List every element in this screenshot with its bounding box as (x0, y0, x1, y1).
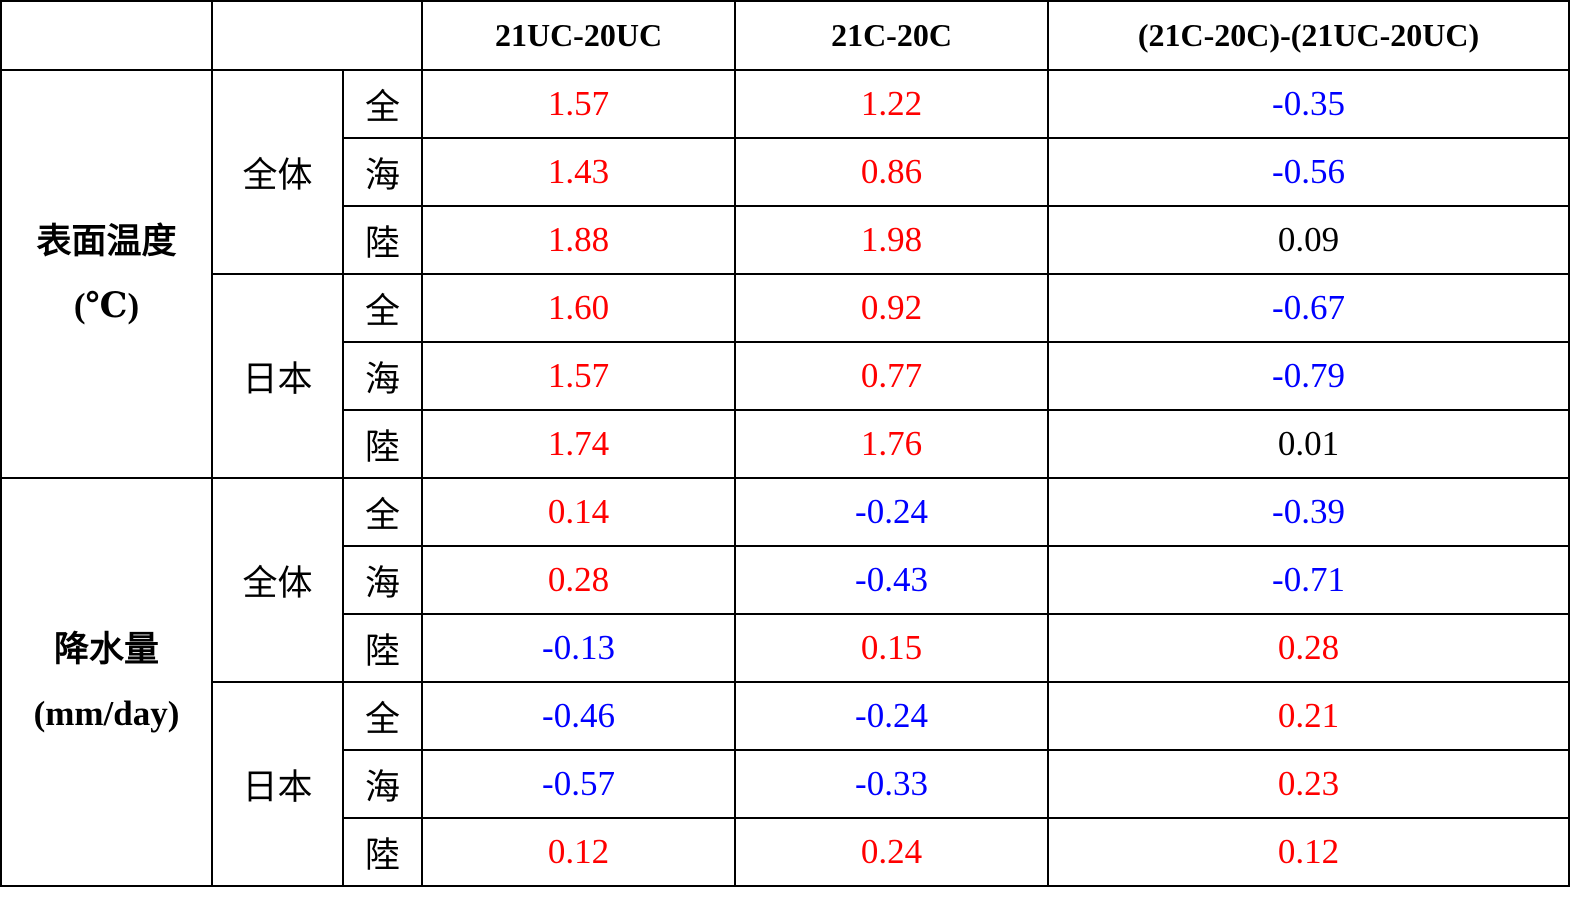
sub-label: 陸 (342, 205, 423, 275)
table-row: 海 1.57 0.77 -0.79 (1, 341, 1570, 411)
value-cell: 1.57 (421, 69, 736, 139)
value-cell: 1.43 (421, 137, 736, 207)
sub-label: 全 (342, 273, 423, 343)
value-cell: 1.74 (421, 409, 736, 479)
header-cell (211, 0, 423, 71)
value-cell: -0.24 (734, 681, 1049, 751)
value-cell: 0.86 (734, 137, 1049, 207)
value-cell: -0.71 (1047, 545, 1570, 615)
sub-label: 陸 (342, 409, 423, 479)
value-cell: 0.77 (734, 341, 1049, 411)
value-cell: 0.28 (421, 545, 736, 615)
value-cell: 0.28 (1047, 613, 1570, 683)
value-cell: 0.12 (1047, 817, 1570, 887)
value-cell: -0.24 (734, 477, 1049, 547)
value-cell: 0.15 (734, 613, 1049, 683)
header-cell: 21UC-20UC (421, 0, 736, 71)
value-cell: 0.21 (1047, 681, 1570, 751)
sub-label: 海 (342, 341, 423, 411)
value-cell: 0.14 (421, 477, 736, 547)
sub-label: 海 (342, 137, 423, 207)
table-row: 海 1.43 0.86 -0.56 (1, 137, 1570, 207)
section-label-line: 降水量 (53, 630, 159, 669)
value-cell: 1.22 (734, 69, 1049, 139)
value-cell: -0.46 (421, 681, 736, 751)
table-row: 陸 0.12 0.24 0.12 (1, 817, 1570, 887)
group-label: 日本 (211, 681, 344, 887)
table-row: 陸 1.88 1.98 0.09 (1, 205, 1570, 275)
table-row: 表面温度 (℃) 全体全 1.57 1.22 -0.35 (0, 69, 1570, 479)
table-row: 海 0.28 -0.43 -0.71 (1, 545, 1570, 615)
sub-label: 全 (342, 681, 423, 751)
table-row: 陸 1.74 1.76 0.01 (1, 409, 1570, 479)
section-label-line: (mm/day) (33, 694, 180, 733)
section-label-line: 表面温度 (36, 222, 177, 261)
header-cell: (21C-20C)-(21UC-20UC) (1047, 0, 1570, 71)
sub-label: 陸 (342, 613, 423, 683)
group-label: 全体 (211, 477, 344, 683)
header-cell (0, 0, 213, 71)
value-cell: -0.79 (1047, 341, 1570, 411)
value-cell: -0.43 (734, 545, 1049, 615)
value-cell: 1.88 (421, 205, 736, 275)
value-cell: -0.33 (734, 749, 1049, 819)
sub-label: 全 (342, 69, 423, 139)
group-label: 日本 (211, 273, 344, 479)
header-row: 21UC-20UC 21C-20C (21C-20C)-(21UC-20UC) (0, 0, 1570, 71)
table-row: 降水量 (mm/day) 全体全 0.14 -0.24 -0.39 (0, 477, 1570, 887)
value-cell: 0.24 (734, 817, 1049, 887)
value-cell: 1.76 (734, 409, 1049, 479)
value-cell: 1.98 (734, 205, 1049, 275)
table-row: 日本全 1.60 0.92 -0.67 (1, 273, 1570, 479)
value-cell: -0.13 (421, 613, 736, 683)
table-row: 陸 -0.13 0.15 0.28 (1, 613, 1570, 683)
value-cell: 0.01 (1047, 409, 1570, 479)
value-cell: 1.57 (421, 341, 736, 411)
header-cell: 21C-20C (734, 0, 1049, 71)
sub-label: 海 (342, 749, 423, 819)
value-cell: 0.12 (421, 817, 736, 887)
section-label: 表面温度 (℃) (0, 69, 213, 479)
section-label-line: (℃) (73, 286, 140, 325)
value-cell: 1.60 (421, 273, 736, 343)
value-cell: 0.23 (1047, 749, 1570, 819)
value-cell: 0.92 (734, 273, 1049, 343)
sub-label: 海 (342, 545, 423, 615)
sub-label: 全 (342, 477, 423, 547)
table-row: 日本全 -0.46 -0.24 0.21 (1, 681, 1570, 887)
section-label: 降水量 (mm/day) (0, 477, 213, 887)
sub-label: 陸 (342, 817, 423, 887)
value-cell: -0.35 (1047, 69, 1570, 139)
table-row: 海 -0.57 -0.33 0.23 (1, 749, 1570, 819)
value-cell: -0.67 (1047, 273, 1570, 343)
value-cell: -0.39 (1047, 477, 1570, 547)
table-body: 表面温度 (℃) 全体全 1.57 1.22 -0.35 海 1.43 0.86 -0.56 陸 1.… (0, 69, 1570, 887)
value-cell: -0.57 (421, 749, 736, 819)
value-cell: 0.09 (1047, 205, 1570, 275)
value-cell: -0.56 (1047, 137, 1570, 207)
group-label: 全体 (211, 69, 344, 275)
